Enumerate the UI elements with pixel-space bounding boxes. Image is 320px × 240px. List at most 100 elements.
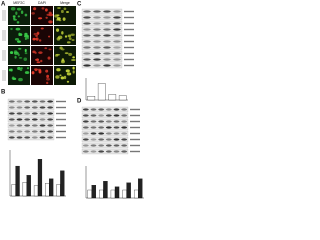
nucleus (33, 32, 37, 36)
micrograph (31, 66, 53, 85)
blot-label (56, 112, 66, 115)
blot-band (16, 118, 23, 121)
blot-label (130, 126, 140, 129)
blot-band (82, 144, 89, 147)
blot-band (8, 106, 15, 109)
blot-band (105, 144, 112, 147)
blot-band (93, 22, 101, 25)
nucleus (66, 41, 71, 44)
blot-band (113, 22, 121, 25)
nucleus (56, 68, 61, 72)
bar (108, 94, 117, 101)
blot-strip (81, 38, 123, 45)
nucleus (14, 55, 17, 59)
blot-band (83, 58, 91, 61)
blot-band (39, 136, 46, 139)
blot-band (93, 10, 101, 13)
nucleus (10, 27, 13, 31)
nucleus (24, 13, 28, 17)
blot-band (24, 112, 31, 115)
blot-band (39, 118, 46, 121)
blot-label (56, 130, 66, 133)
blot-band (113, 34, 121, 37)
blot-label (130, 108, 140, 111)
blot-band (121, 120, 128, 123)
blot-band (24, 124, 31, 127)
bar (56, 184, 61, 197)
blot-band (113, 46, 121, 49)
nucleus (47, 56, 51, 60)
blot-band (83, 34, 91, 37)
bar (99, 189, 104, 199)
blot-label (56, 124, 66, 127)
bar (91, 185, 97, 199)
blot-band (113, 28, 121, 31)
blot-band (98, 150, 105, 153)
blot-band (105, 138, 112, 141)
micrograph (54, 46, 76, 65)
blot-band (24, 118, 31, 121)
nucleus (16, 7, 22, 11)
blot-band (113, 138, 120, 141)
nucleus (66, 11, 70, 13)
nucleus (23, 57, 28, 61)
row-tag (2, 30, 6, 41)
blot-band (113, 144, 120, 147)
nucleus (63, 75, 67, 80)
nucleus (47, 35, 51, 38)
blot-band (8, 136, 15, 139)
blot-band (24, 100, 31, 103)
bar (22, 182, 27, 197)
blot-band (93, 64, 101, 67)
row-tag (2, 50, 6, 61)
blot-band (47, 118, 54, 121)
bar (97, 83, 106, 101)
blot-label (124, 34, 134, 37)
blot-label (130, 144, 140, 147)
blot-band (103, 46, 111, 49)
nucleus (54, 54, 59, 57)
bar (110, 189, 116, 199)
blot-band (105, 132, 112, 135)
blot-strip (81, 112, 129, 119)
blot-band (16, 130, 23, 133)
bar (118, 95, 127, 101)
blot-band (105, 114, 112, 117)
blot-band (83, 16, 91, 19)
nucleus (8, 68, 12, 72)
blot-band (82, 126, 89, 129)
nucleus (26, 36, 30, 40)
blot-strip (7, 116, 55, 123)
column-header: Merge (60, 1, 70, 5)
blot-strip (81, 20, 123, 27)
bar (33, 185, 39, 197)
nucleus (11, 76, 15, 80)
row-tag (2, 10, 6, 21)
blot-band (105, 108, 112, 111)
blot-band (93, 58, 101, 61)
nucleus (33, 38, 38, 40)
blot-band (8, 112, 15, 115)
blot-strip (81, 32, 123, 39)
nucleus (45, 69, 49, 73)
blot-band (24, 136, 31, 139)
blot-band (113, 150, 120, 153)
blot-band (90, 150, 97, 153)
blot-band (82, 108, 89, 111)
nucleus (18, 77, 23, 82)
nucleus (44, 8, 48, 12)
nucleus (17, 40, 21, 43)
nucleus (58, 19, 62, 22)
bar (11, 184, 16, 197)
nucleus (16, 21, 20, 24)
blot-label (56, 118, 66, 121)
blot-band (113, 16, 121, 19)
blot-band (31, 136, 38, 139)
nucleus (13, 16, 16, 20)
blot-band (103, 16, 111, 19)
blot-label (56, 106, 66, 109)
nucleus (13, 50, 18, 54)
blot-label (124, 22, 134, 25)
blot-band (31, 100, 38, 103)
blot-band (121, 114, 128, 117)
